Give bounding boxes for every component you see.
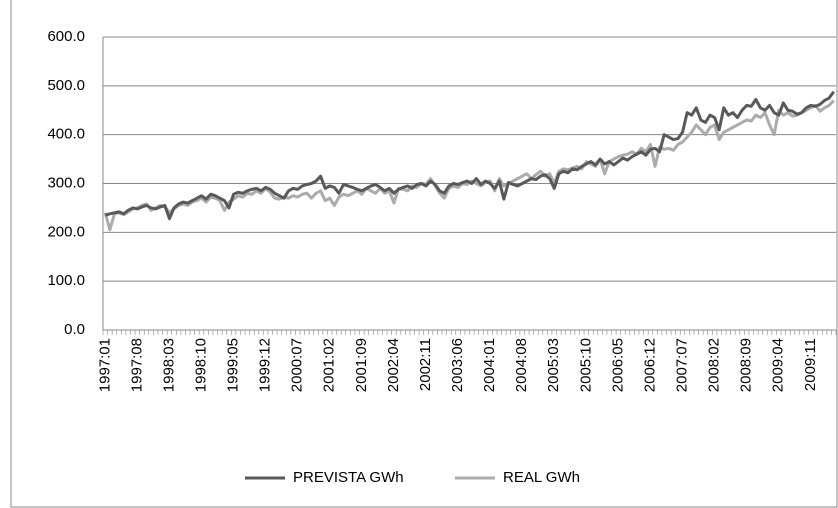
x-tick-label: 2001:02 xyxy=(321,338,338,392)
x-tick-label: 1997:01 xyxy=(96,338,113,392)
x-tick-label: 2001:09 xyxy=(353,338,370,392)
y-tick-label: 400.0 xyxy=(47,126,85,143)
x-tick-label: 2009:11 xyxy=(802,338,819,391)
x-tick-label: 2002:04 xyxy=(385,338,402,392)
chart-frame xyxy=(10,0,838,508)
x-tick-label: 2004:08 xyxy=(513,338,530,392)
y-tick-label: 200.0 xyxy=(47,223,85,240)
x-tick-label: 2002:11 xyxy=(417,338,434,391)
legend-label: REAL GWh xyxy=(503,469,580,486)
x-tick-label: 2009:04 xyxy=(770,338,787,392)
x-tick-label: 2006:05 xyxy=(609,338,626,392)
x-tick-label: 2003:06 xyxy=(449,338,466,392)
x-tick-label: 2006:12 xyxy=(641,338,658,392)
x-tick-label: 2008:09 xyxy=(738,338,755,392)
x-tick-label: 2008:02 xyxy=(706,338,723,392)
y-tick-label: 600.0 xyxy=(47,28,85,45)
x-tick-label: 1997:08 xyxy=(128,338,145,392)
x-tick-label: 2007:07 xyxy=(673,338,690,392)
x-tick-label: 2004:01 xyxy=(481,338,498,392)
x-tick-label: 1998:03 xyxy=(160,338,177,392)
x-tick-label: 2005:03 xyxy=(545,338,562,392)
x-tick-label: 1999:05 xyxy=(225,338,242,392)
x-tick-label: 1998:10 xyxy=(192,338,209,392)
y-tick-label: 300.0 xyxy=(47,174,85,191)
x-tick-label: 1999:12 xyxy=(257,338,274,392)
y-tick-label: 100.0 xyxy=(47,272,85,289)
series-line xyxy=(104,90,835,221)
x-tick-label: 2000:07 xyxy=(289,338,306,392)
series-line xyxy=(103,99,835,232)
x-tick-label: 2005:10 xyxy=(577,338,594,392)
legend-label: PREVISTA GWh xyxy=(293,469,404,486)
y-tick-label: 500.0 xyxy=(47,77,85,94)
y-tick-label: 0.0 xyxy=(64,321,85,338)
